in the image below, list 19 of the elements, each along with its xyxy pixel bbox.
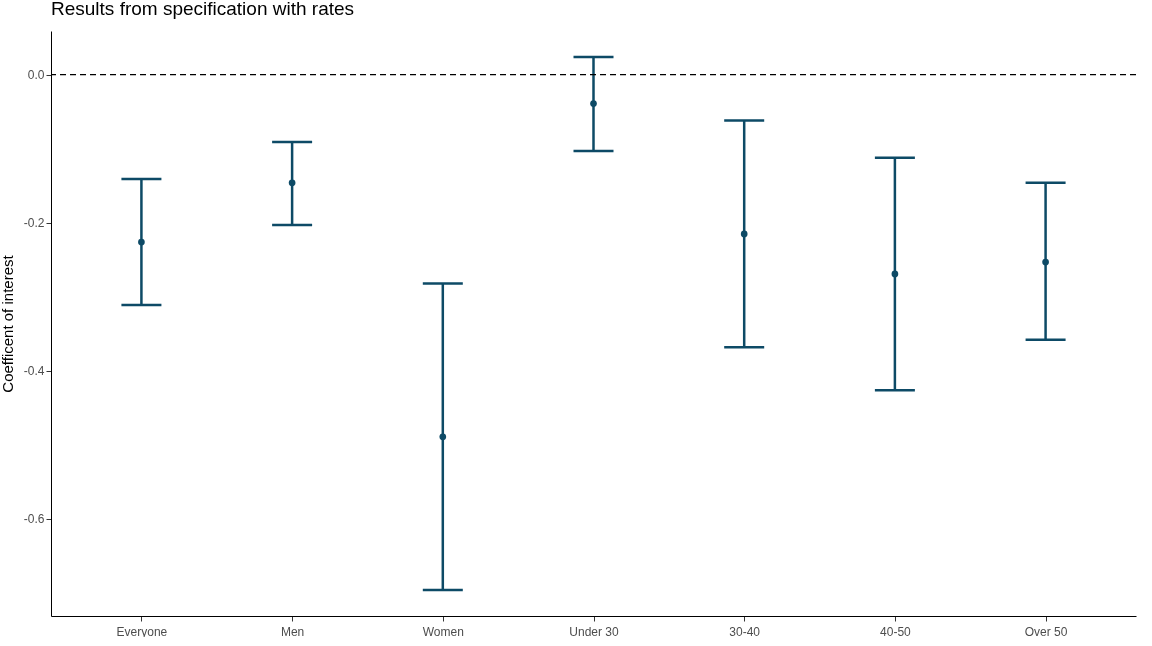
x-tick-label: Under 30 xyxy=(569,624,619,639)
x-tick-label: Over 50 xyxy=(1024,624,1068,639)
x-tick-label: Women xyxy=(422,624,464,639)
y-tick-label: 0.0 xyxy=(27,68,45,83)
y-tick-label: -0.6 xyxy=(23,512,45,527)
point xyxy=(590,100,597,107)
point xyxy=(740,230,748,238)
x-tick-label: 40-50 xyxy=(880,624,912,639)
x-tick-label: Men xyxy=(280,624,305,639)
x-tick-label: 30-40 xyxy=(729,624,761,639)
point xyxy=(138,238,145,246)
point xyxy=(891,270,899,278)
point xyxy=(288,179,296,187)
y-tick-label: -0.2 xyxy=(23,216,45,231)
y-tick-label: -0.4 xyxy=(23,364,45,379)
point xyxy=(1042,258,1049,266)
y-axis-title: Coefficent of interest xyxy=(0,254,16,393)
chart-title: Results from specification with rates xyxy=(51,0,355,19)
point xyxy=(439,433,447,441)
